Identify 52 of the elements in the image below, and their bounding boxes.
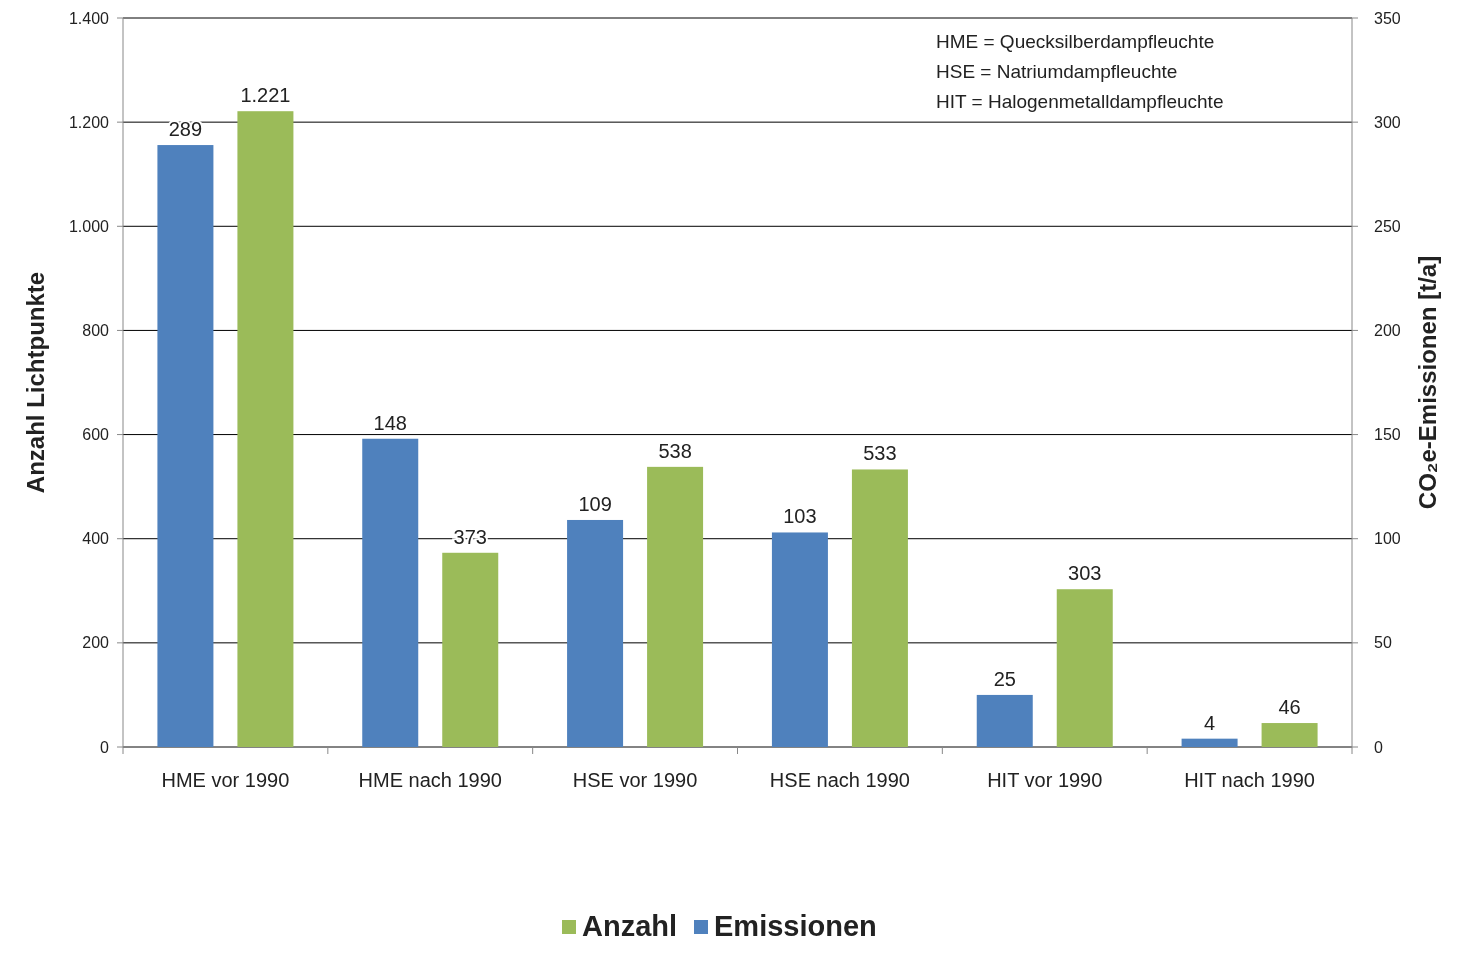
annotation: HME = Quecksilberdampfleuchte	[936, 31, 1215, 52]
data-label: 4	[1204, 711, 1216, 734]
bar	[442, 552, 499, 747]
annotation: HIT = Halogenmetalldampfleuchte	[936, 91, 1224, 112]
bar	[567, 519, 624, 747]
y-tick-label: 800	[82, 322, 110, 340]
y2-tick-label: 350	[1374, 9, 1401, 27]
bar	[851, 469, 908, 747]
annotation: HSE = Natriumdampfleuchte	[936, 61, 1178, 82]
bar	[647, 466, 704, 747]
x-tick-label: HIT nach 1990	[1184, 769, 1316, 791]
y-tick-label: 600	[82, 426, 110, 444]
data-label: 46	[1278, 696, 1301, 719]
data-label: 303	[1068, 562, 1102, 585]
x-tick-label: HIT vor 1990	[987, 769, 1103, 791]
data-label: 1.221	[240, 84, 291, 107]
data-label: 25	[993, 667, 1016, 690]
bar	[771, 532, 828, 747]
bar	[1056, 589, 1113, 747]
x-tick-label: HSE nach 1990	[769, 769, 910, 791]
legend-label: Emissionen	[714, 910, 877, 942]
y2-tick-label: 100	[1374, 530, 1401, 548]
bar	[362, 438, 419, 747]
y2-tick-label: 150	[1374, 426, 1401, 444]
y-tick-label: 200	[82, 634, 110, 652]
y-tick-label: 400	[82, 530, 110, 548]
x-tick-label: HSE vor 1990	[572, 769, 698, 791]
data-label: 289	[168, 118, 203, 141]
y2-tick-label: 200	[1374, 322, 1401, 340]
data-label: 148	[373, 411, 407, 434]
y-tick-label: 1.000	[68, 217, 110, 235]
bar	[237, 111, 294, 747]
legend-label: Anzahl	[582, 910, 678, 942]
data-label: 538	[658, 439, 692, 462]
bar	[1261, 723, 1318, 747]
y-tick-label: 0	[100, 738, 110, 756]
y-tick-label: 1.400	[68, 9, 110, 27]
y-axis-title: Anzahl Lichtpunkte	[22, 271, 49, 494]
bar	[1181, 738, 1238, 747]
y2-tick-label: 0	[1374, 738, 1383, 756]
bar	[157, 145, 214, 747]
data-label: 533	[863, 442, 897, 465]
x-tick-label: HME vor 1990	[161, 769, 290, 791]
data-label: 109	[578, 492, 612, 515]
y2-tick-label: 50	[1374, 634, 1392, 652]
y2-tick-label: 250	[1374, 217, 1401, 235]
y2-axis-title: CO₂e-Emissionen [t/a]	[1414, 255, 1441, 510]
y-tick-label: 1.200	[68, 113, 110, 131]
bar	[976, 694, 1033, 747]
data-label: 103	[783, 505, 817, 528]
y2-tick-label: 300	[1374, 113, 1401, 131]
x-tick-label: HME nach 1990	[358, 769, 502, 791]
